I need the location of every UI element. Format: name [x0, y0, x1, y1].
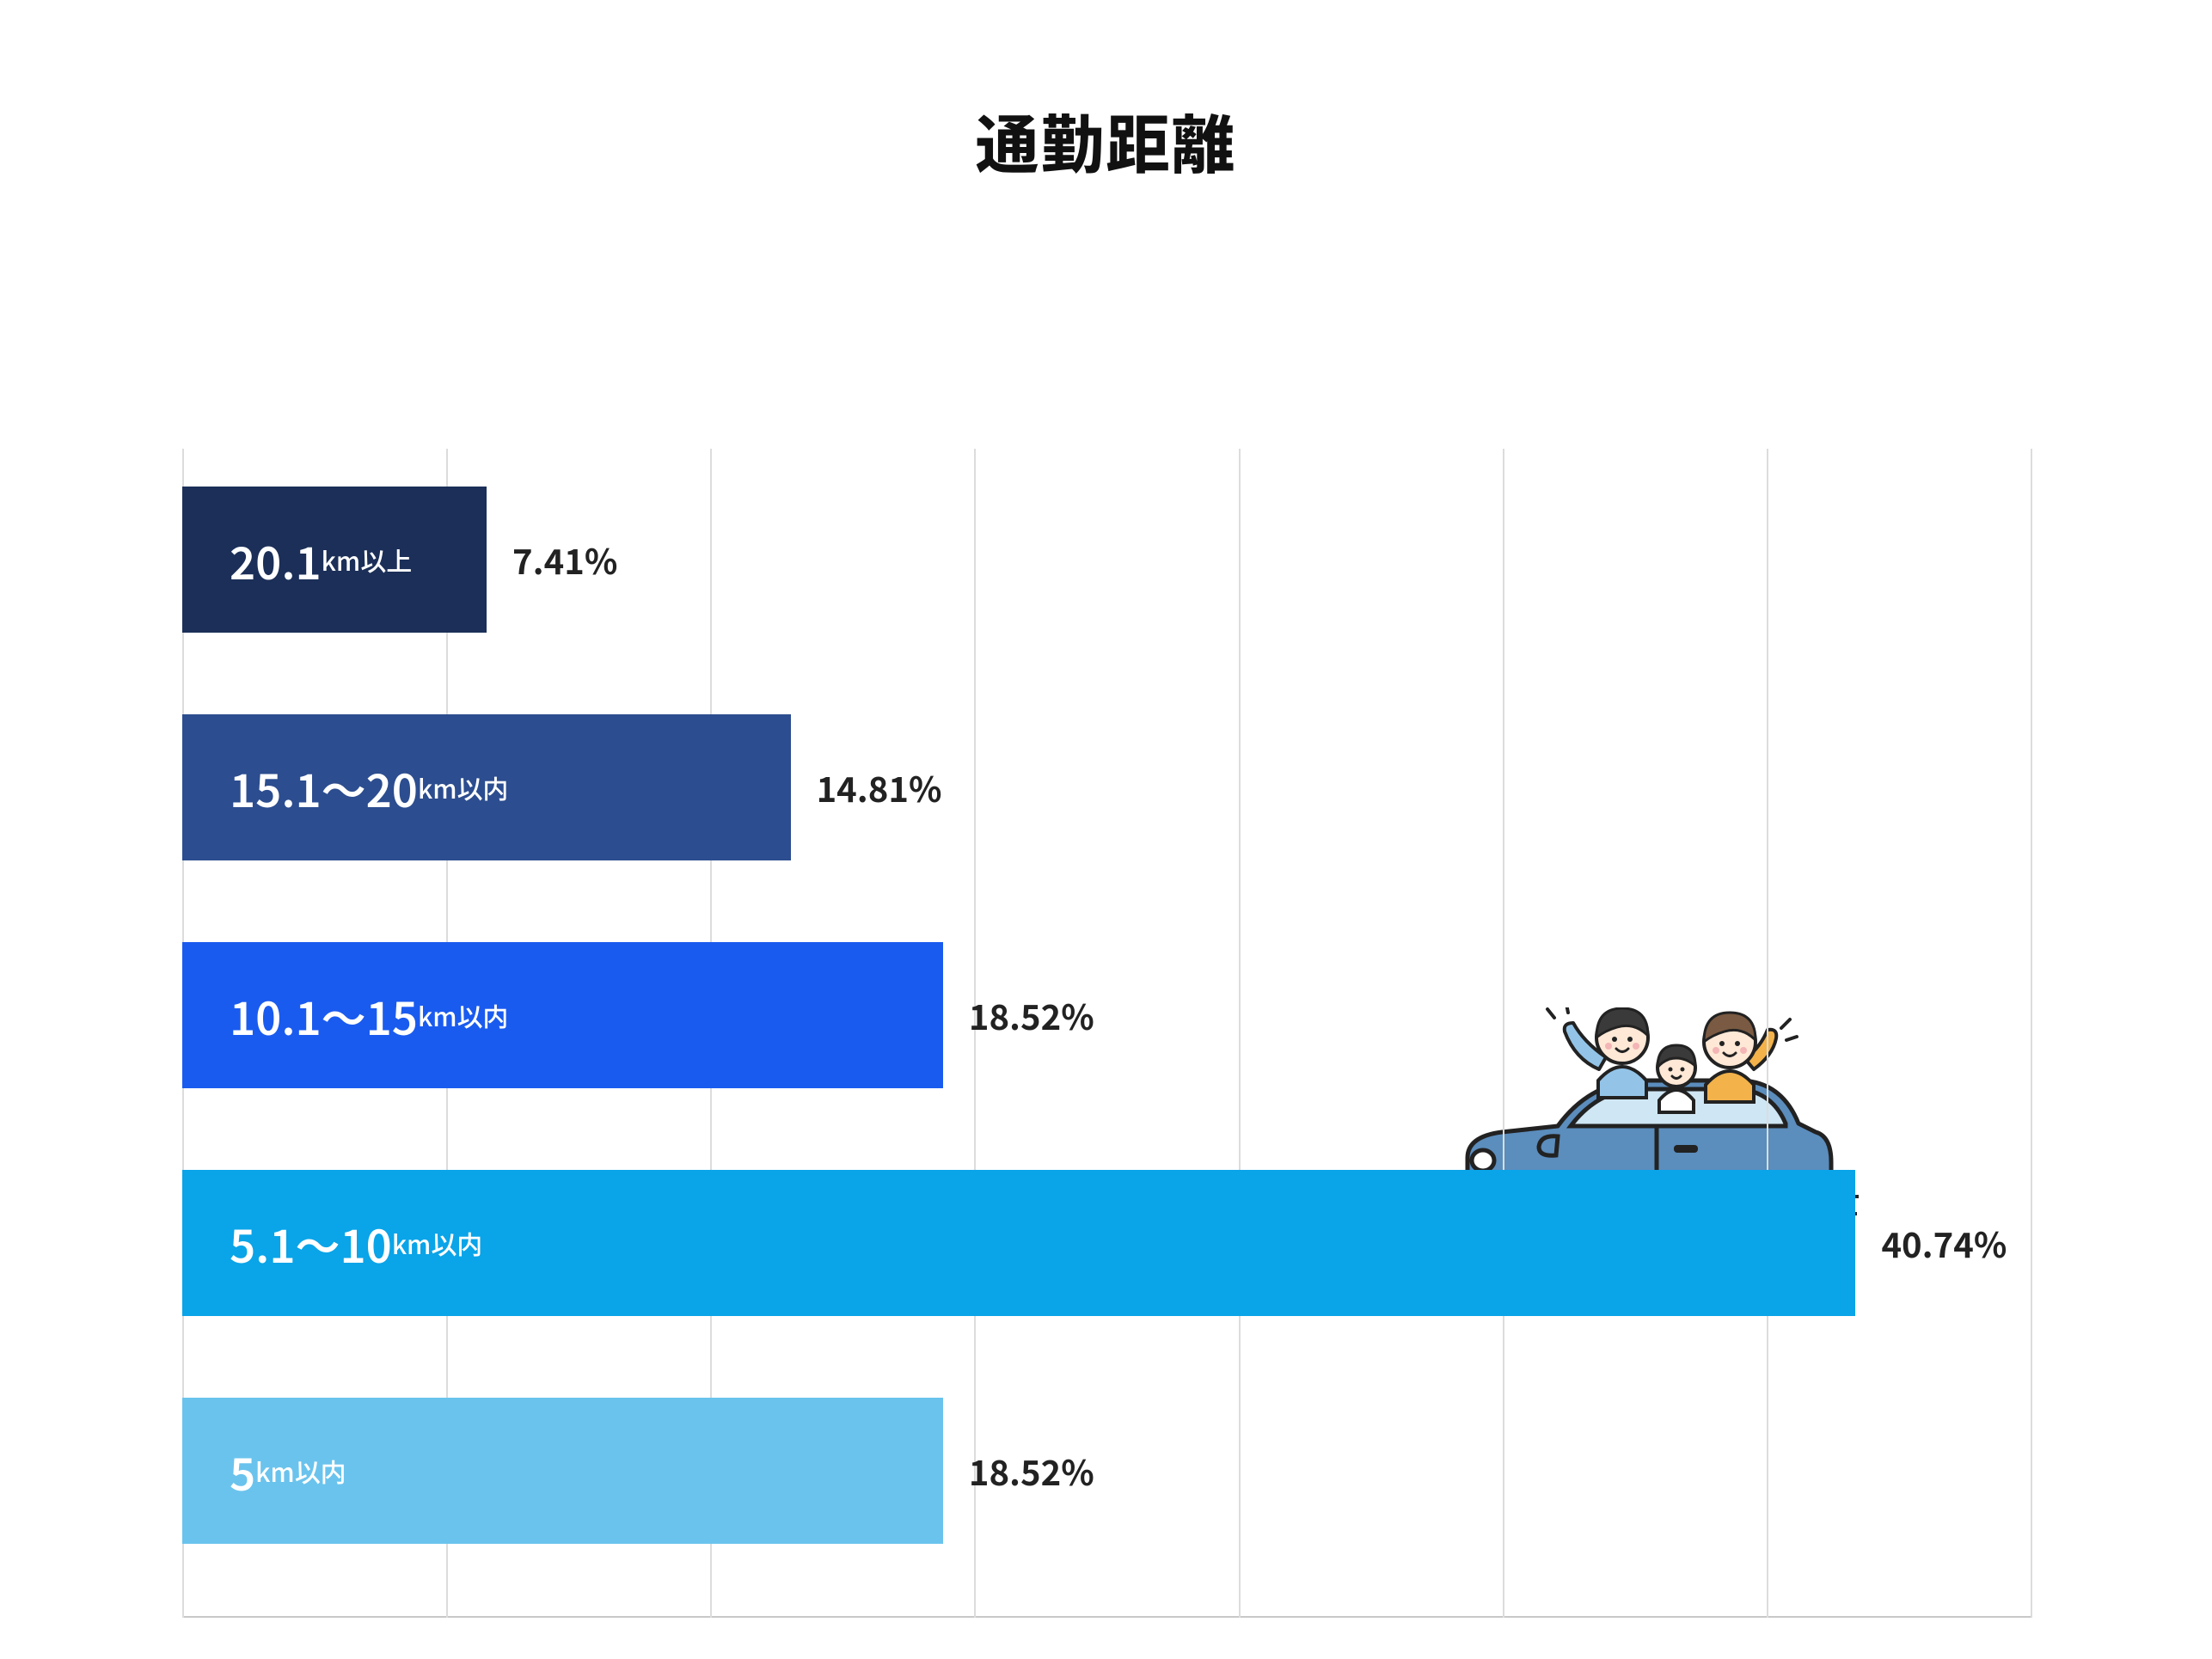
bar: 5.1〜10km以内: [182, 1170, 1855, 1316]
gridline: [1767, 449, 1768, 1618]
gridline: [1503, 449, 1504, 1618]
bar-value-label: 18.52%: [969, 990, 1094, 1040]
chart-title: 通勤距離: [0, 95, 2212, 187]
bar-row: 15.1〜20km以内 14.81%: [182, 714, 942, 860]
bar-label-sub: km以上: [322, 541, 413, 579]
chart-plot-area: 20.1km以上7.41%15.1〜20km以内14.81%10.1〜15km以…: [182, 449, 2031, 1618]
x-axis-line: [182, 1616, 2031, 1618]
bar-label-main: 5.1〜10: [230, 1211, 392, 1276]
bar-value-label: 40.74%: [1881, 1218, 2007, 1268]
bar-label-sub: km以内: [418, 996, 509, 1034]
bar-row: 20.1km以上 7.41%: [182, 487, 617, 633]
gridline: [2031, 449, 2032, 1618]
bar-label-sub: km以内: [418, 768, 509, 806]
bar-row: 5.1〜10km以内 40.74%: [182, 1170, 2007, 1316]
gridline: [1239, 449, 1241, 1618]
bar-row: 10.1〜15km以内 18.52%: [182, 942, 1094, 1088]
bar-label-main: 5: [230, 1439, 255, 1503]
bar-label-sub: km以内: [392, 1224, 483, 1262]
bar-value-label: 7.41%: [512, 535, 617, 585]
bar-label-main: 10.1〜15: [230, 983, 418, 1048]
bar: 10.1〜15km以内: [182, 942, 943, 1088]
bar-value-label: 14.81%: [817, 762, 942, 812]
bar-label-main: 15.1〜20: [230, 756, 418, 820]
bar: 15.1〜20km以内: [182, 714, 791, 860]
bar-value-label: 18.52%: [969, 1446, 1094, 1496]
bar: 20.1km以上: [182, 487, 487, 633]
bar: 5km以内: [182, 1398, 943, 1544]
bar-label-sub: km以内: [255, 1452, 346, 1490]
bar-label-main: 20.1: [230, 528, 322, 592]
bar-row: 5km以内 18.52%: [182, 1398, 1094, 1544]
